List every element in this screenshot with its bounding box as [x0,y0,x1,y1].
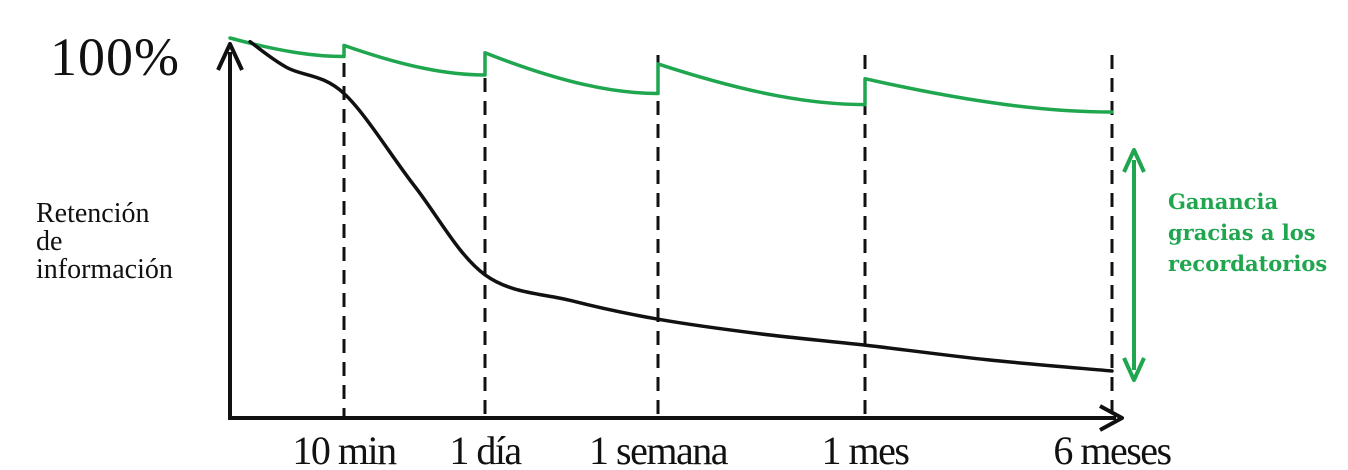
guide-lines [342,55,1114,418]
y-axis-arrowhead [216,42,244,71]
axes [216,42,1124,432]
y-axis-label-line: información [36,254,173,285]
x-tick-label: 6 meses [1053,428,1171,470]
gain-annotation-line: Ganancia [1168,189,1279,214]
gain-annotation: Ganancia gracias a los recordatorios [1168,186,1344,279]
gain-arrow-head-top [1122,148,1146,173]
series-group [228,36,1114,373]
retention-without-reminders-line [248,39,1114,373]
x-tick-label: 1 semana [589,428,729,470]
gain-arrow [1122,148,1146,382]
y-axis-label-line: de [36,226,63,257]
x-tick-label: 10 min [292,428,397,470]
y-axis-top-label: 100% [50,27,180,87]
x-axis-arrowhead [1099,404,1124,432]
y-axis-label-line: Retención [36,198,150,229]
retention-with-reminders-line [228,36,1114,114]
gain-annotation-line: gracias a los [1168,220,1316,245]
x-tick-label: 1 día [449,428,522,470]
x-tick-labels: 10 min 1 día 1 semana 1 mes 6 meses [292,428,1173,470]
y-axis-label: Retención de información [36,200,226,284]
gain-arrow-head-bottom [1122,357,1146,382]
gain-annotation-line: recordatorios [1168,251,1328,276]
x-tick-label: 1 mes [822,428,910,470]
